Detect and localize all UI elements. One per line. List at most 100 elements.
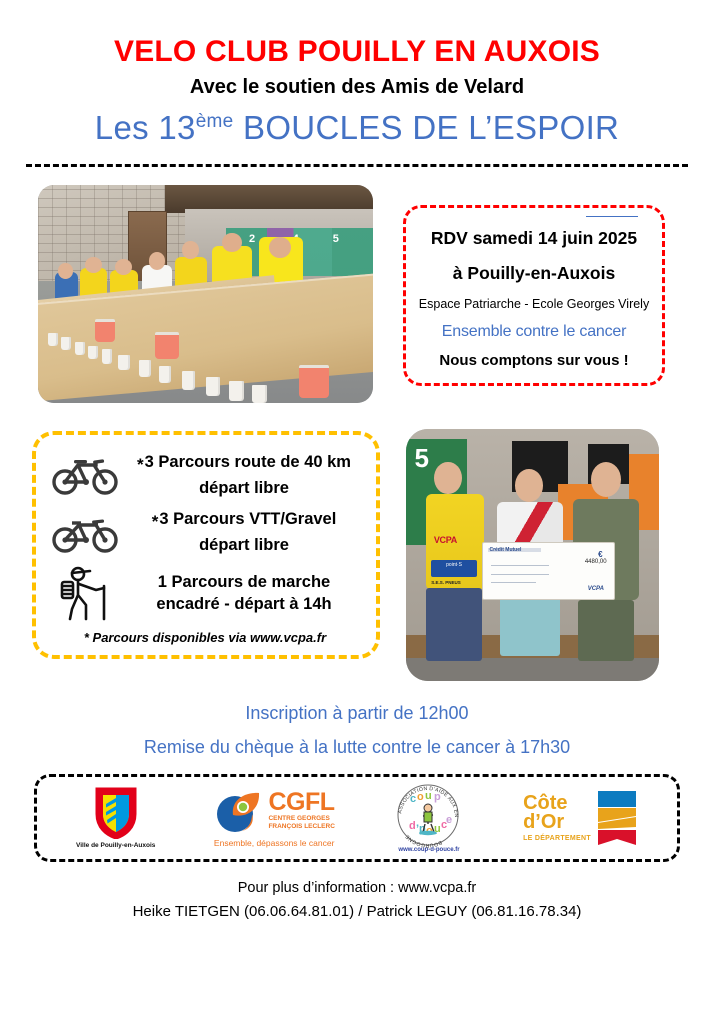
svg-text:e: e bbox=[446, 814, 452, 826]
photo-cup bbox=[88, 346, 99, 360]
cgfl-mark-icon bbox=[217, 793, 260, 833]
photo-person-4-head bbox=[148, 252, 166, 270]
cheque-header-bar bbox=[488, 548, 541, 553]
photo-roof-beams bbox=[165, 184, 373, 214]
photo-cup bbox=[158, 365, 172, 384]
parcours-route-star: * bbox=[137, 454, 144, 474]
photo-cheque-handover: 5 VCPA point·S S.E.S. PNEUS Crédit Mutue… bbox=[406, 428, 659, 681]
cheque-currency-symbol: € bbox=[598, 549, 603, 559]
logo-coup-d-pouce: ASSOCIATION D’AIDE AUX ENFANTS ATTEINTS … bbox=[391, 778, 465, 854]
rdv-call-to-action: Nous comptons sur vous ! bbox=[439, 351, 629, 369]
cote-dor-line2: d’Or bbox=[523, 810, 565, 833]
cheque-line bbox=[490, 565, 549, 567]
cgfl-subline-2: FRANÇOIS LECLERC bbox=[268, 822, 335, 830]
photo-board-number-5: 5 bbox=[332, 232, 339, 245]
photo-pitcher bbox=[299, 364, 330, 399]
header-divider bbox=[26, 163, 688, 167]
svg-text:u: u bbox=[434, 823, 441, 835]
club-title: VELO CLUB POUILLY EN AUXOIS bbox=[113, 35, 601, 68]
parcours-item-marche: 1 Parcours de marche encadré - départ à … bbox=[46, 565, 364, 621]
photo2-giant-cheque: Crédit Mutuel € 4480,00 VCPA bbox=[481, 542, 616, 600]
parcours-marche-line1: 1 Parcours de marche bbox=[157, 572, 331, 591]
parcours-marche-line2: encadré - départ à 14h bbox=[156, 595, 332, 614]
photo2-jersey-sponsor2: S.E.S. PNEUS bbox=[431, 579, 461, 585]
road-bicycle-icon bbox=[46, 454, 124, 496]
photo2-woman-head bbox=[590, 461, 622, 497]
photo-pitcher bbox=[94, 319, 116, 342]
photo-board-number-2: 2 bbox=[249, 232, 256, 245]
photo2-woman-trousers bbox=[578, 600, 634, 661]
photo-cup bbox=[138, 360, 151, 377]
svg-text:p: p bbox=[434, 791, 441, 803]
photo2-cyclist-jeans bbox=[426, 587, 482, 661]
photo-person-7-head bbox=[269, 237, 291, 258]
photo2-wall-number: 5 bbox=[414, 443, 429, 474]
photo-cup bbox=[252, 385, 268, 403]
row-photo-and-rdv: 2 4 5 bbox=[0, 184, 714, 403]
parcours-route-line2: départ libre bbox=[199, 478, 289, 497]
rdv-date: RDV samedi 14 juin 2025 bbox=[430, 227, 638, 248]
svg-text:c: c bbox=[410, 793, 416, 805]
svg-text:d: d bbox=[409, 820, 416, 832]
photo2-jersey-vcpa: VCPA bbox=[433, 534, 457, 545]
poster-footer: Pour plus d’information : www.vcpa.fr He… bbox=[0, 880, 714, 920]
cheque-amount: 4480,00 bbox=[584, 558, 607, 565]
parcours-marche-text: 1 Parcours de marche encadré - départ à … bbox=[124, 571, 364, 616]
cgfl-subline-1: CENTRE GEORGES bbox=[268, 815, 330, 823]
event-title-ordinal: ème bbox=[195, 110, 234, 132]
rdv-place: à Pouilly-en-Auxois bbox=[452, 262, 616, 283]
rdv-venue: Espace Patriarche - Ecole Georges Virely bbox=[418, 296, 650, 311]
logo-ville-de-pouilly-en-auxois: Ville de Pouilly-en-Auxois bbox=[76, 787, 155, 849]
footer-info: Pour plus d’information : www.vcpa.fr bbox=[237, 879, 477, 896]
event-title-name: BOUCLES DE L’ESPOIR bbox=[233, 108, 620, 146]
photo-cup bbox=[205, 376, 220, 397]
poster-header: VELO CLUB POUILLY EN AUXOIS Avec le sout… bbox=[0, 0, 714, 146]
photo2-ground bbox=[406, 658, 659, 681]
photo-cup bbox=[118, 354, 130, 371]
footer-contacts: Heike TIETGEN (06.06.64.81.01) / Patrick… bbox=[132, 902, 582, 920]
photo-cup bbox=[228, 381, 244, 401]
parcours-item-vtt: *3 Parcours VTT/Gravel départ libre bbox=[46, 508, 364, 556]
svg-text:’p: ’p bbox=[416, 823, 426, 835]
parcours-route-line1: 3 Parcours route de 40 km bbox=[144, 452, 351, 471]
parcours-box: *3 Parcours route de 40 km départ libre bbox=[32, 430, 380, 660]
cheque-signature: VCPA bbox=[587, 585, 604, 592]
logo-ville-caption: Ville de Pouilly-en-Auxois bbox=[76, 841, 156, 849]
hiker-icon bbox=[46, 565, 124, 621]
photo-volunteers-table: 2 4 5 bbox=[38, 184, 373, 403]
coup-d-pouce-url: www.coup-d-pouce.fr bbox=[398, 847, 460, 854]
schedule-block: Inscription à partir de 12h00 Remise du … bbox=[0, 703, 714, 758]
cgfl-acronym: CGFL bbox=[268, 788, 335, 817]
photo-person-3-head bbox=[115, 258, 132, 276]
schedule-cheque-handover: Remise du chèque à la lutte contre le ca… bbox=[143, 736, 571, 757]
photo-person-6-head bbox=[222, 232, 243, 253]
mountain-bike-icon bbox=[46, 511, 124, 553]
photo-person-1-head bbox=[58, 263, 74, 279]
photo-cup bbox=[61, 337, 72, 351]
cote-dor-line1: Côte bbox=[523, 791, 568, 814]
cheque-line bbox=[490, 573, 549, 575]
coup-d-pouce-icon: ASSOCIATION D’AIDE AUX ENFANTS ATTEINTS … bbox=[391, 778, 465, 850]
photo-cup bbox=[101, 349, 113, 364]
logo-cote-d-or: Côte d’Or LE DÉPARTEMENT bbox=[523, 789, 638, 847]
svg-text:o: o bbox=[417, 791, 424, 803]
photo-person-2-head bbox=[84, 256, 102, 274]
parcours-vtt-star: * bbox=[151, 512, 159, 531]
parcours-footnote: * Parcours disponibles via www.vcpa.fr bbox=[83, 630, 327, 646]
cote-dor-flag-icon bbox=[597, 790, 636, 845]
photo2-cyclist-head bbox=[433, 461, 462, 495]
rdv-slogan: Ensemble contre le cancer bbox=[441, 322, 627, 340]
cheque-bank-name: Crédit Mutuel bbox=[489, 547, 522, 554]
photo2-man-head bbox=[514, 469, 543, 502]
logo-cgfl: CGFL CENTRE GEORGES FRANÇOIS LECLERC Ens… bbox=[213, 787, 335, 849]
svg-text:c: c bbox=[441, 819, 447, 831]
photo-cup bbox=[74, 341, 85, 355]
cote-dor-tagline: LE DÉPARTEMENT bbox=[523, 834, 591, 842]
svg-text:u: u bbox=[425, 790, 432, 802]
photo2-jersey-sponsor: point·S bbox=[431, 559, 477, 578]
schedule-registration: Inscription à partir de 12h00 bbox=[245, 702, 469, 723]
photo-cup bbox=[182, 371, 196, 390]
rdv-info-box: RDV samedi 14 juin 2025 à Pouilly-en-Aux… bbox=[403, 204, 665, 386]
parcours-vtt-line2: départ libre bbox=[199, 535, 289, 554]
parcours-vtt-text: *3 Parcours VTT/Gravel départ libre bbox=[124, 508, 364, 556]
